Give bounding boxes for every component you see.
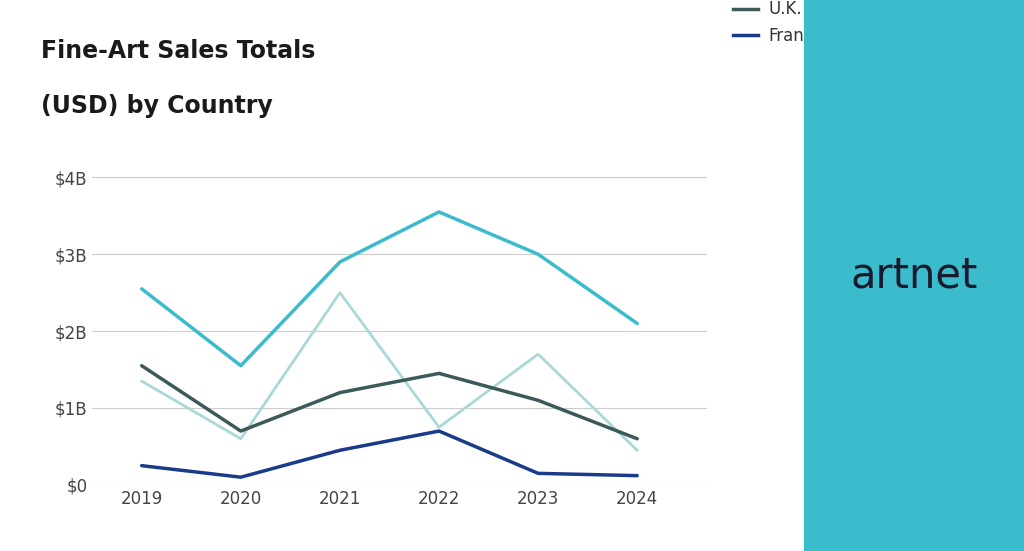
Text: (USD) by Country: (USD) by Country (41, 94, 272, 118)
Legend: U.S., China, U.K., France: U.S., China, U.K., France (733, 0, 823, 45)
Text: Fine-Art Sales Totals: Fine-Art Sales Totals (41, 39, 315, 63)
Text: artnet: artnet (850, 255, 978, 296)
